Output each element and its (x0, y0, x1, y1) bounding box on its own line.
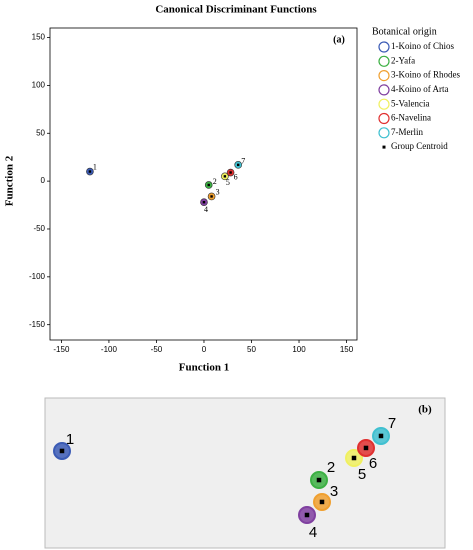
legend-marker (378, 127, 390, 139)
x-tick-label: 150 (340, 345, 354, 354)
centroid (351, 455, 357, 461)
legend-label: 3-Koino of Rhodes (391, 70, 460, 80)
legend-label: 6-Navelina (391, 113, 431, 123)
centroid (316, 477, 322, 483)
centroid (319, 499, 325, 505)
legend-marker (378, 112, 390, 125)
y-tick-label: 150 (32, 33, 46, 42)
centroid (59, 448, 65, 454)
y-axis-label: Function 2 (4, 155, 16, 206)
centroid (207, 183, 210, 187)
centroid (304, 512, 310, 518)
panel-label: (b) (418, 404, 432, 416)
centroid (378, 433, 384, 439)
legend-marker (382, 145, 386, 149)
y-tick-label: -50 (33, 224, 45, 233)
legend-marker (378, 69, 390, 82)
legend-marker (378, 84, 390, 96)
legend-label: 5-Valencia (391, 98, 429, 108)
centroid (210, 195, 213, 198)
point-label: 2 (213, 177, 217, 186)
panel-label: (a) (333, 34, 345, 45)
point-label: 3 (330, 483, 338, 500)
y-tick-label: 100 (32, 81, 46, 90)
x-tick-label: -100 (101, 345, 118, 354)
point-label: 1 (66, 431, 74, 448)
y-tick-label: 0 (41, 176, 46, 185)
point-label: 3 (216, 187, 220, 196)
legend-label: 2-Yafa (391, 55, 415, 65)
y-tick-label: -150 (29, 320, 46, 329)
point-label: 4 (309, 524, 317, 541)
legend-marker (378, 41, 390, 53)
legend-marker (378, 55, 390, 67)
centroid (363, 445, 369, 451)
x-tick-label: 100 (292, 345, 306, 354)
legend-title: Botanical origin (372, 26, 437, 37)
legend-label: 4-Koino of Arta (391, 84, 449, 94)
point-label: 1 (93, 162, 97, 171)
x-tick-label: 0 (202, 345, 207, 354)
centroid (88, 170, 92, 173)
centroid (223, 175, 227, 178)
plot-frame (49, 27, 358, 341)
point-label: 5 (226, 178, 230, 187)
point-label: 4 (204, 205, 208, 214)
legend-marker (378, 98, 390, 110)
point-label: 5 (358, 466, 366, 483)
centroid (236, 163, 240, 167)
chart-title: Canonical Discriminant Functions (155, 4, 317, 16)
legend-label: Group Centroid (391, 141, 448, 151)
x-tick-label: -50 (151, 345, 163, 354)
point-label: 7 (241, 157, 245, 166)
y-tick-label: 50 (36, 128, 45, 137)
x-tick-label: -150 (53, 345, 70, 354)
legend-label: 7-Merlin (391, 127, 423, 137)
legend-label: 1-Koino of Chios (391, 41, 454, 51)
point-label: 7 (388, 415, 396, 432)
x-axis-label: Function 1 (179, 362, 229, 374)
x-tick-label: 50 (247, 345, 256, 354)
point-label: 6 (234, 172, 238, 181)
zoom-panel (44, 397, 446, 549)
centroid (202, 200, 206, 204)
centroid (229, 171, 232, 174)
point-label: 6 (369, 455, 377, 472)
point-label: 2 (327, 459, 335, 476)
y-tick-label: -100 (29, 272, 46, 281)
